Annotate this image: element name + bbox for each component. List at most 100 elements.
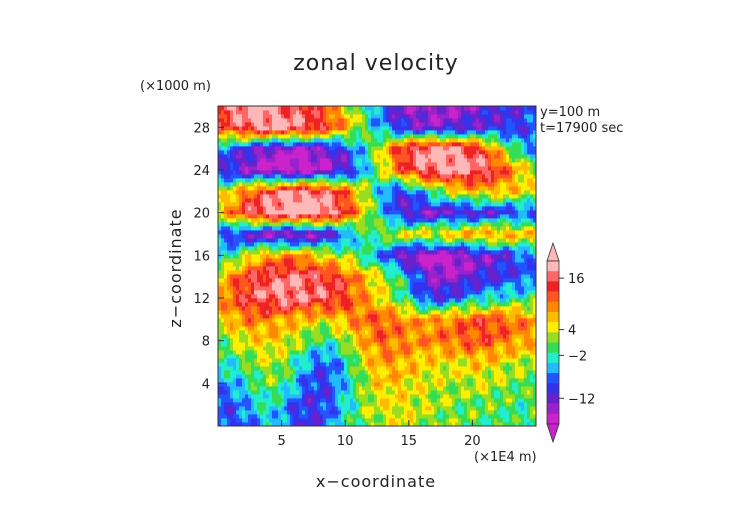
heatmap-cell [293,274,297,279]
heatmap-cell [446,306,450,311]
heatmap-cell [299,346,303,351]
heatmap-cell [308,398,312,403]
heatmap-cell [242,418,246,423]
heatmap-cell [224,322,228,327]
heatmap-cell [239,314,243,319]
heatmap-cell [416,406,420,411]
heatmap-cell [521,414,525,419]
heatmap-cell [506,362,510,367]
heatmap-cell [470,294,474,299]
heatmap-cell [362,422,366,427]
heatmap-cell [236,322,240,327]
heatmap-cell [269,378,273,383]
heatmap-cell [302,350,306,355]
heatmap-cell [497,290,501,295]
heatmap-cell [362,346,366,351]
heatmap-cell [251,254,255,259]
heatmap-cell [386,322,390,327]
heatmap-cell [410,246,414,251]
heatmap-cell [452,414,456,419]
heatmap-cell [299,282,303,287]
heatmap-cell [401,310,405,315]
heatmap-cell [347,294,351,299]
heatmap-cell [494,378,498,383]
heatmap-cell [359,346,363,351]
heatmap-cell [224,306,228,311]
heatmap-cell [329,334,333,339]
heatmap-cell [533,278,537,283]
heatmap-cell [392,266,396,271]
heatmap-cell [266,398,270,403]
heatmap-cell [479,318,483,323]
heatmap-cell [380,310,384,315]
heatmap-cell [518,410,522,415]
heatmap-cell [431,394,435,399]
heatmap-cell [371,266,375,271]
heatmap-cell [464,250,468,255]
heatmap-cell [236,354,240,359]
heatmap-cell [398,274,402,279]
heatmap-cell [311,334,315,339]
heatmap-cell [440,270,444,275]
heatmap-cell [266,326,270,331]
heatmap-cell [332,330,336,335]
heatmap-cell [281,394,285,399]
heatmap-cell [230,254,234,259]
heatmap-cell [221,306,225,311]
heatmap-cell [437,254,441,259]
heatmap-cell [353,254,357,259]
heatmap-cell [278,370,282,375]
heatmap-cell [398,334,402,339]
heatmap-cell [284,386,288,391]
heatmap-cell [443,314,447,319]
heatmap-cell [527,282,531,287]
heatmap-cell [419,370,423,375]
heatmap-cell [410,270,414,275]
heatmap-cell [251,402,255,407]
heatmap-cell [461,322,465,327]
heatmap-cell [425,350,429,355]
heatmap-cell [362,290,366,295]
heatmap-cell [401,298,405,303]
heatmap-cell [500,242,504,247]
heatmap-cell [383,418,387,423]
heatmap-cell [473,378,477,383]
heatmap-cell [512,354,516,359]
heatmap-cell [284,294,288,299]
heatmap-cell [380,334,384,339]
heatmap-cell [434,302,438,307]
heatmap-cell [254,422,258,427]
heatmap-cell [395,342,399,347]
heatmap-cell [482,242,486,247]
heatmap-cell [512,258,516,263]
heatmap-cell [533,298,537,303]
heatmap-cell [374,282,378,287]
heatmap-cell [368,250,372,255]
heatmap-cell [374,374,378,379]
heatmap-cell [464,346,468,351]
heatmap-cell [239,330,243,335]
heatmap-cell [440,358,444,363]
heatmap-cell [353,350,357,355]
heatmap-cell [494,406,498,411]
heatmap-cell [398,398,402,403]
heatmap-cell [497,274,501,279]
heatmap-cell [434,366,438,371]
heatmap-cell [503,422,507,427]
heatmap-cell [512,366,516,371]
heatmap-cell [320,358,324,363]
heatmap-cell [296,278,300,283]
heatmap-cell [248,246,252,251]
heatmap-cell [398,338,402,343]
heatmap-cell [308,298,312,303]
heatmap-cell [377,262,381,267]
heatmap-cell [515,386,519,391]
heatmap-cell [431,266,435,271]
heatmap-cell [293,314,297,319]
heatmap-cell [281,422,285,427]
heatmap-cell [221,242,225,247]
heatmap-cell [395,322,399,327]
heatmap-cell [353,262,357,267]
heatmap-cell [491,278,495,283]
heatmap-cell [506,346,510,351]
